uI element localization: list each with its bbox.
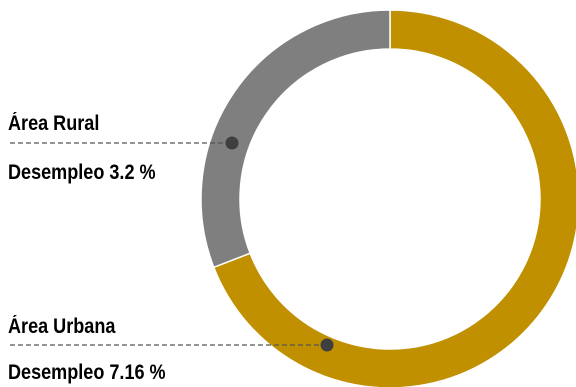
slice-rural	[200, 9, 391, 269]
rural-area-label: Área Rural	[8, 112, 100, 135]
leader-dot-urbana	[320, 338, 334, 352]
leader-dot-rural	[225, 136, 239, 150]
urban-unemployment-label: Desempleo 7.16 %	[8, 361, 166, 384]
urban-area-label: Área Urbana	[8, 315, 116, 338]
slice-urbana	[212, 9, 576, 387]
rural-unemployment-label: Desempleo 3.2 %	[8, 161, 156, 184]
